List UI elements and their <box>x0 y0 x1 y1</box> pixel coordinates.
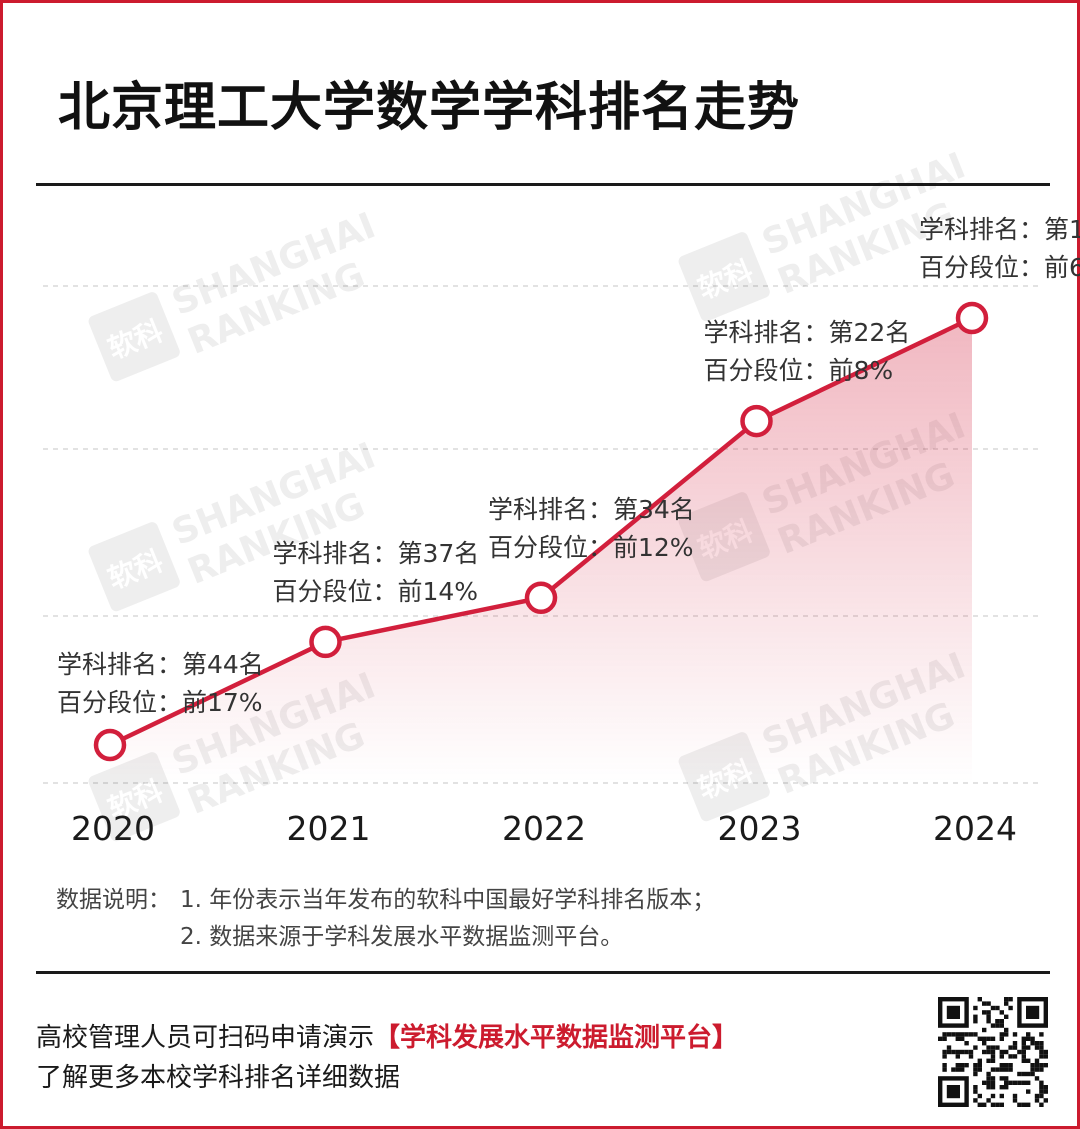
note-item-2: 2. 数据来源于学科发展水平数据监测平台。 <box>180 924 624 950</box>
rank-label-2022: 学科排名：第34名 <box>488 495 695 524</box>
percentile-label-2021: 百分段位：前14% <box>273 577 479 606</box>
x-tick-2024: 2024 <box>933 809 1017 848</box>
percentile-label-2022: 百分段位：前12% <box>488 533 694 562</box>
rank-label-2024: 学科排名：第15名 <box>919 215 1080 244</box>
x-tick-2021: 2021 <box>287 809 371 848</box>
rank-trend-chart: 软科SHANGHAIRANKING软科SHANGHAIRANKING软科SHAN… <box>43 145 1080 848</box>
footer-cta-text: 高校管理人员可扫码申请演示 <box>36 1023 375 1053</box>
percentile-label-2023: 百分段位：前8% <box>704 356 894 385</box>
x-tick-2022: 2022 <box>502 809 586 848</box>
qr-code-icon[interactable] <box>938 997 1048 1107</box>
title-divider <box>36 183 1050 186</box>
notes-label: 数据说明： <box>56 887 171 913</box>
platform-link[interactable]: 【学科发展水平数据监测平台】 <box>374 1023 739 1053</box>
footer-divider <box>36 971 1050 974</box>
page-title: 北京理工大学数学学科排名走势 <box>58 78 801 138</box>
data-point-2020 <box>93 728 127 762</box>
data-point-2022 <box>524 581 558 615</box>
x-tick-2023: 2023 <box>718 809 802 848</box>
footer-cta: 高校管理人员可扫码申请演示【学科发展水平数据监测平台】 <box>36 1017 738 1054</box>
note-item-1: 1. 年份表示当年发布的软科中国最好学科排名版本； <box>180 887 716 913</box>
rank-label-2021: 学科排名：第37名 <box>273 539 480 568</box>
data-point-2023 <box>740 404 773 438</box>
footer-subtext: 了解更多本校学科排名详细数据 <box>36 1063 401 1093</box>
data-points <box>93 301 989 762</box>
rank-label-2020: 学科排名：第44名 <box>57 650 264 679</box>
data-point-2024 <box>955 301 989 335</box>
x-axis-ticks: 2020 2021 2022 2023 2024 <box>71 809 1017 848</box>
data-point-2021 <box>309 625 342 659</box>
percentile-label-2024: 百分段位：前6% <box>919 253 1080 282</box>
x-tick-2020: 2020 <box>71 809 155 848</box>
rank-label-2023: 学科排名：第22名 <box>704 318 911 347</box>
percentile-label-2020: 百分段位：前17% <box>57 688 263 717</box>
